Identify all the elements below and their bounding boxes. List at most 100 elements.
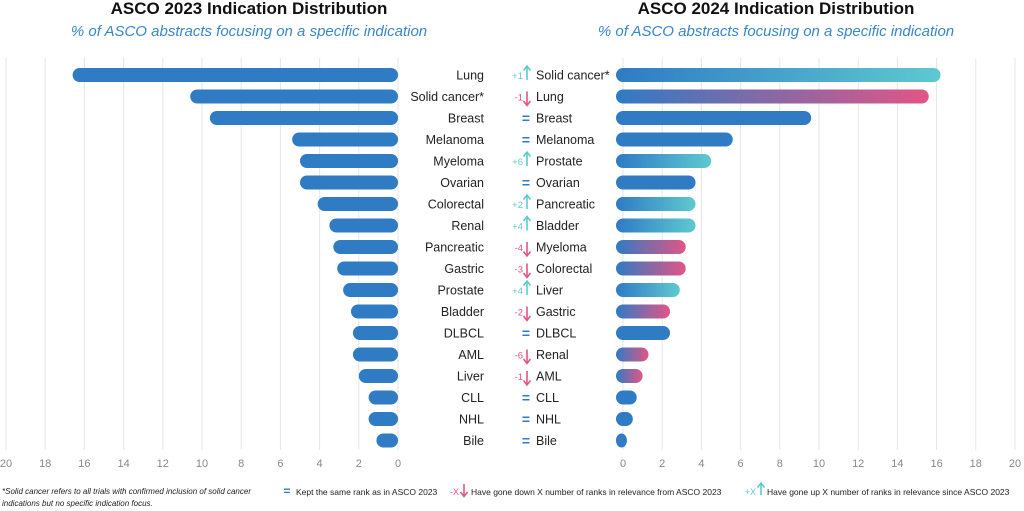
rank-same-marker: = — [522, 325, 530, 341]
legend-down-label: Have gone down X number of ranks in rele… — [471, 487, 722, 497]
right-x-tick-label: 18 — [970, 458, 982, 470]
arrow-up-icon-head — [522, 150, 532, 157]
left-category-label: Renal — [451, 219, 484, 233]
arrow-down-icon-head — [522, 272, 532, 279]
right-bar — [616, 111, 812, 125]
footnote-line-1: *Solid cancer refers to all trials with … — [2, 487, 251, 496]
rank-change-label: -1 — [515, 93, 523, 104]
arrow-up-icon-head — [522, 193, 532, 200]
right-x-tick-label: 16 — [930, 458, 942, 470]
arrow-down-icon-head — [522, 100, 532, 107]
left-category-label: Colorectal — [428, 198, 484, 212]
right-category-label: Myeloma — [536, 241, 587, 255]
right-x-tick-label: 0 — [620, 458, 626, 470]
left-category-label: Bladder — [441, 305, 484, 319]
right-category-label: Colorectal — [536, 262, 592, 276]
right-bar — [616, 197, 696, 211]
left-category-label: Melanoma — [426, 133, 484, 147]
right-category-label: AML — [536, 370, 562, 384]
left-bar — [329, 218, 398, 233]
arrow-up-icon-head — [522, 215, 532, 222]
rank-same-marker: = — [522, 110, 530, 126]
left-category-label: NHL — [459, 413, 484, 427]
left-category-label: Breast — [448, 112, 485, 126]
legend-same-label: Kept the same rank as in ASCO 2023 — [296, 487, 438, 497]
arrow-down-icon — [459, 484, 469, 498]
right-x-tick-label: 12 — [852, 458, 864, 470]
left-x-tick-label: 4 — [317, 458, 323, 470]
arrow-down-icon-head — [522, 251, 532, 258]
left-bar — [352, 326, 398, 340]
left-bar — [292, 132, 398, 147]
right-category-label: DLBCL — [536, 327, 576, 341]
right-bar — [616, 347, 649, 362]
left-x-tick-label: 8 — [238, 458, 244, 470]
right-x-tick-label: 2 — [659, 458, 665, 470]
right-category-label: CLL — [536, 391, 559, 405]
left-bar — [209, 111, 398, 125]
arrow-up-icon — [756, 481, 766, 495]
right-category-label: Bladder — [536, 219, 579, 233]
rank-change-label: +4 — [512, 286, 523, 297]
right-x-tick-label: 6 — [738, 458, 744, 470]
legend-up-symbol: +X — [745, 487, 756, 497]
left-x-tick-label: 18 — [39, 458, 51, 470]
left-bar — [190, 89, 398, 104]
right-bar — [616, 326, 671, 340]
left-category-label: Liver — [457, 370, 484, 384]
left-bar — [343, 283, 398, 297]
right-category-label: Renal — [536, 348, 569, 362]
left-category-label: Ovarian — [440, 176, 484, 190]
left-x-tick-label: 12 — [157, 458, 169, 470]
right-x-tick-label: 10 — [813, 458, 825, 470]
right-bar — [616, 175, 696, 190]
left-category-label: Solid cancer* — [410, 90, 484, 104]
rank-change-label: +1 — [512, 71, 523, 82]
right-bar — [616, 390, 637, 405]
right-x-tick-label: 4 — [698, 458, 704, 470]
arrow-down-icon-head — [522, 315, 532, 322]
arrow-down-icon-head — [522, 358, 532, 365]
right-bar — [616, 240, 686, 254]
footnote-line-2: indications but no specific indication f… — [2, 499, 153, 508]
legend-same-symbol: = — [283, 484, 290, 498]
right-category-label: Liver — [536, 284, 563, 298]
left-bar — [317, 197, 398, 211]
rank-change-label: -6 — [515, 351, 523, 362]
left-bar — [350, 304, 398, 319]
rank-change-label: +4 — [512, 222, 523, 233]
arrow-down-icon-head — [522, 380, 532, 387]
right-category-label: Gastric — [536, 305, 576, 319]
left-category-label: Prostate — [437, 284, 484, 298]
rank-change-label: -4 — [515, 243, 523, 254]
rank-change-label: -1 — [515, 372, 523, 383]
right-bar — [616, 132, 733, 147]
right-category-label: Lung — [536, 90, 564, 104]
left-x-tick-label: 2 — [356, 458, 362, 470]
right-bar — [616, 304, 671, 319]
right-chart-title: ASCO 2024 Indication Distribution — [638, 0, 915, 18]
left-bar — [333, 240, 398, 254]
rank-same-marker: = — [522, 411, 530, 427]
gridlines: 20 18 16 14 12 10 8 6 4 2 0 0 2 4 6 8 10 12 14 16 18 20 — [0, 58, 1021, 470]
left-category-label: Gastric — [444, 262, 484, 276]
right-bar — [616, 369, 643, 383]
labels: Lung Solid cancer* +1 Solid cancer* Lung -1 Br… — [410, 64, 610, 449]
left-x-tick-label: 14 — [117, 458, 129, 470]
left-bar — [368, 412, 398, 426]
right-bar — [616, 433, 627, 448]
right-chart-subtitle: % of ASCO abstracts focusing on a specif… — [598, 23, 954, 40]
rank-change-label: +2 — [512, 200, 523, 211]
right-category-label: Bile — [536, 434, 557, 448]
rank-same-marker: = — [522, 132, 530, 148]
right-bar — [616, 283, 680, 297]
left-category-label: AML — [458, 348, 484, 362]
left-bar — [72, 68, 398, 82]
right-bar — [616, 412, 633, 426]
left-category-label: Lung — [456, 69, 484, 83]
legend-up-label: Have gone up X number of ranks in releva… — [767, 487, 1010, 497]
left-x-tick-label: 10 — [196, 458, 208, 470]
right-category-label: Pancreatic — [536, 198, 595, 212]
rank-same-marker: = — [522, 433, 530, 449]
